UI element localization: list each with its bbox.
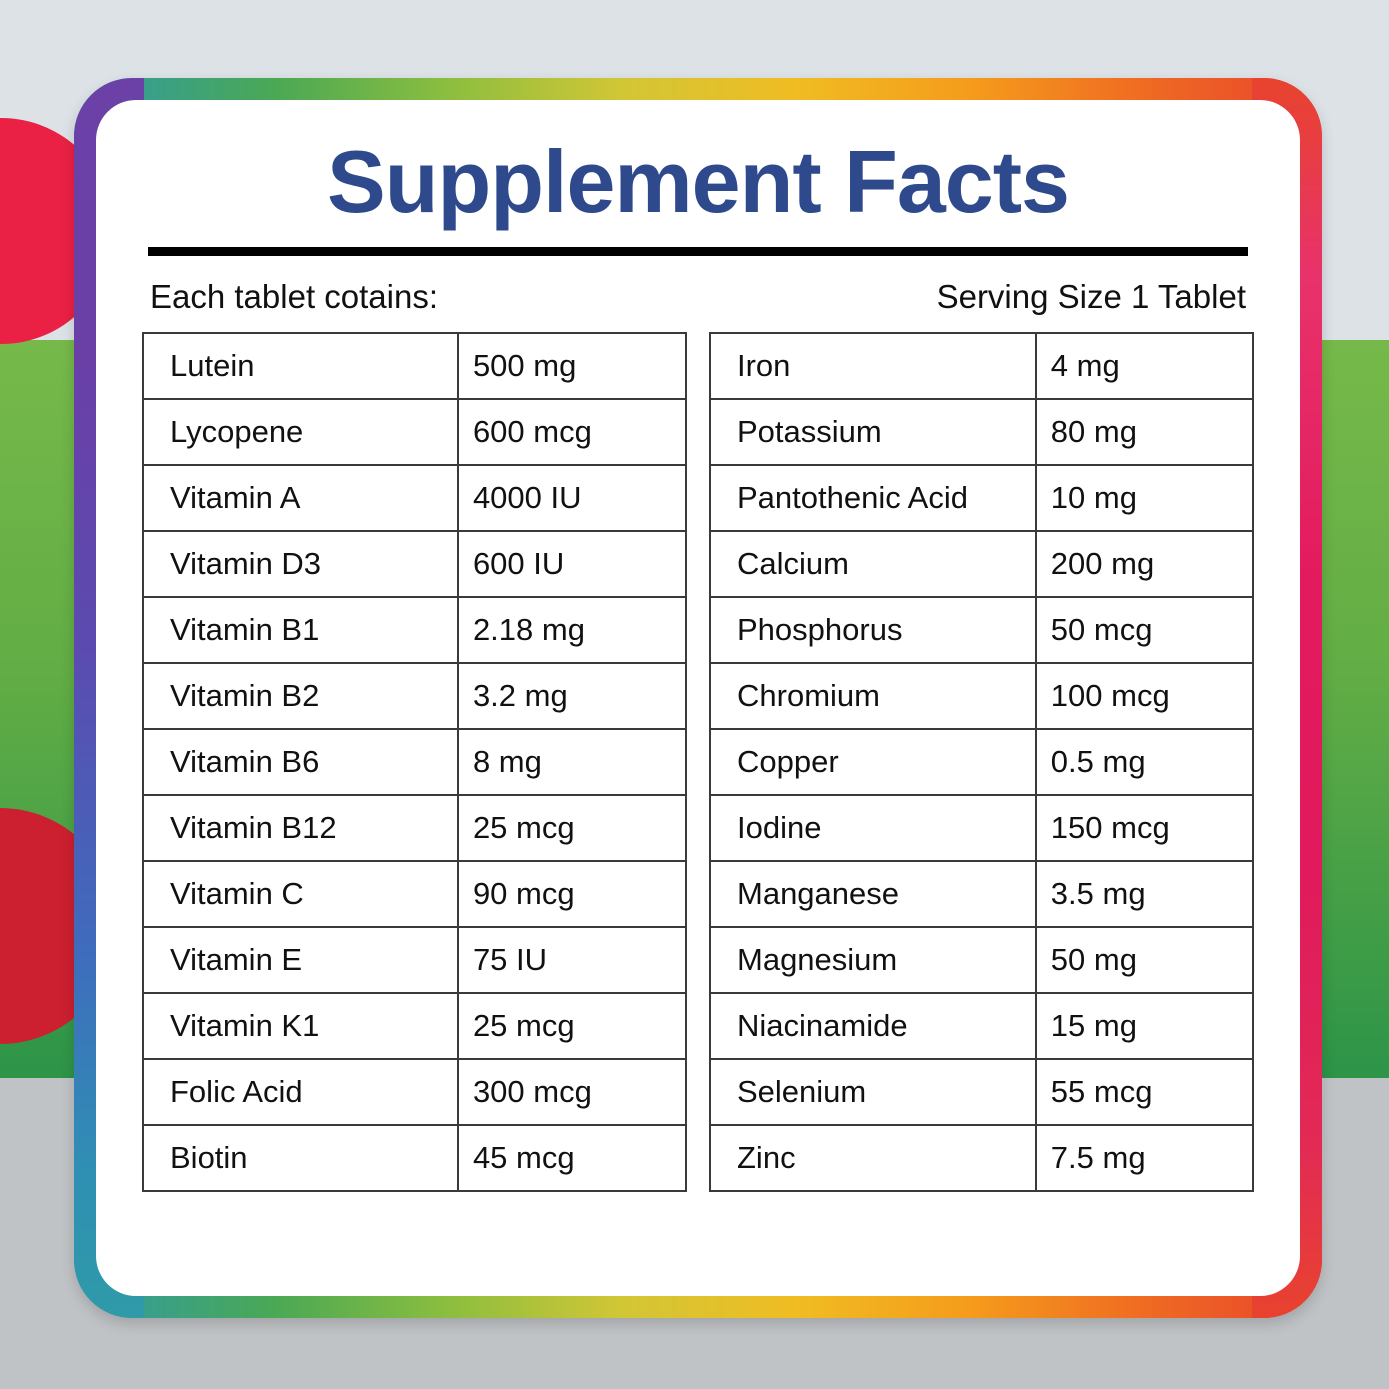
- ingredient-name: Vitamin C: [142, 860, 459, 929]
- ingredient-name: Pantothenic Acid: [709, 464, 1037, 533]
- ingredient-amount: 25 mcg: [456, 794, 688, 863]
- table-row: Phosphorus 50 mcg: [709, 596, 1255, 665]
- table-row: Zinc 7.5 mg: [709, 1124, 1255, 1193]
- ingredient-name: Vitamin B6: [142, 728, 459, 797]
- ingredient-name: Vitamin B12: [142, 794, 459, 863]
- ingredient-amount: 200 mg: [1034, 530, 1255, 599]
- table-row: Copper 0.5 mg: [709, 728, 1255, 797]
- ingredient-amount: 90 mcg: [456, 860, 688, 929]
- ingredient-amount: 10 mg: [1034, 464, 1255, 533]
- ingredient-name: Lycopene: [142, 398, 459, 467]
- ingredient-name: Folic Acid: [142, 1058, 459, 1127]
- ingredient-table-left: Lutein 500 mg Lycopene 600 mcg Vitamin A 4000…: [142, 332, 688, 1193]
- table-row: Folic Acid 300 mcg: [142, 1058, 688, 1127]
- ingredient-columns: Lutein 500 mg Lycopene 600 mcg Vitamin A 4000…: [142, 332, 1255, 1193]
- ingredient-name: Vitamin B2: [142, 662, 459, 731]
- table-row: Chromium 100 mcg: [709, 662, 1255, 731]
- ingredient-amount: 150 mcg: [1034, 794, 1255, 863]
- ingredient-name: Zinc: [709, 1124, 1037, 1193]
- table-row: Calcium 200 mg: [709, 530, 1255, 599]
- ingredient-amount: 4 mg: [1034, 332, 1255, 401]
- ingredient-name: Copper: [709, 728, 1037, 797]
- table-row: Selenium 55 mcg: [709, 1058, 1255, 1127]
- ingredient-name: Vitamin B1: [142, 596, 459, 665]
- ingredient-name: Vitamin E: [142, 926, 459, 995]
- ingredient-amount: 75 IU: [456, 926, 688, 995]
- ingredient-name: Vitamin K1: [142, 992, 459, 1061]
- ingredient-amount: 2.18 mg: [456, 596, 688, 665]
- page-title: Supplement Facts: [327, 132, 1070, 231]
- table-row: Biotin 45 mcg: [142, 1124, 688, 1193]
- table-row: Vitamin C 90 mcg: [142, 860, 688, 929]
- ingredient-table-right: Iron 4 mg Potassium 80 mg Pantothenic Acid 10…: [709, 332, 1255, 1193]
- ingredient-amount: 3.2 mg: [456, 662, 688, 731]
- ingredient-amount: 7.5 mg: [1034, 1124, 1255, 1193]
- ingredient-amount: 0.5 mg: [1034, 728, 1255, 797]
- ingredient-amount: 500 mg: [456, 332, 688, 401]
- table-row: Vitamin D3 600 IU: [142, 530, 688, 599]
- ingredient-name: Vitamin A: [142, 464, 459, 533]
- ingredient-amount: 25 mcg: [456, 992, 688, 1061]
- table-row: Pantothenic Acid 10 mg: [709, 464, 1255, 533]
- ingredient-amount: 55 mcg: [1034, 1058, 1255, 1127]
- table-row: Vitamin B6 8 mg: [142, 728, 688, 797]
- table-row: Magnesium 50 mg: [709, 926, 1255, 995]
- each-tablet-contains-label: Each tablet cotains:: [150, 278, 439, 316]
- ingredient-column-right: Iron 4 mg Potassium 80 mg Pantothenic Acid 10…: [709, 332, 1255, 1193]
- ingredient-name: Biotin: [142, 1124, 459, 1193]
- ingredient-name: Iodine: [709, 794, 1037, 863]
- table-row: Iron 4 mg: [709, 332, 1255, 401]
- table-row: Vitamin B2 3.2 mg: [142, 662, 688, 731]
- table-row: Iodine 150 mcg: [709, 794, 1255, 863]
- subheader: Each tablet cotains: Serving Size 1 Tabl…: [150, 278, 1246, 316]
- ingredient-name: Vitamin D3: [142, 530, 459, 599]
- ingredient-amount: 8 mg: [456, 728, 688, 797]
- ingredient-name: Phosphorus: [709, 596, 1037, 665]
- table-row: Vitamin B1 2.18 mg: [142, 596, 688, 665]
- table-row: Niacinamide 15 mg: [709, 992, 1255, 1061]
- ingredient-amount: 3.5 mg: [1034, 860, 1255, 929]
- ingredient-name: Lutein: [142, 332, 459, 401]
- ingredient-name: Selenium: [709, 1058, 1037, 1127]
- ingredient-name: Magnesium: [709, 926, 1037, 995]
- ingredient-name: Calcium: [709, 530, 1037, 599]
- ingredient-column-left: Lutein 500 mg Lycopene 600 mcg Vitamin A 4000…: [142, 332, 688, 1193]
- table-row: Lutein 500 mg: [142, 332, 688, 401]
- ingredient-amount: 15 mg: [1034, 992, 1255, 1061]
- rainbow-border-frame: Supplement Facts Each tablet cotains: Se…: [74, 78, 1322, 1318]
- ingredient-amount: 4000 IU: [456, 464, 688, 533]
- ingredient-amount: 100 mcg: [1034, 662, 1255, 731]
- table-row: Potassium 80 mg: [709, 398, 1255, 467]
- ingredient-amount: 80 mg: [1034, 398, 1255, 467]
- ingredient-name: Iron: [709, 332, 1037, 401]
- table-row: Vitamin B12 25 mcg: [142, 794, 688, 863]
- ingredient-name: Chromium: [709, 662, 1037, 731]
- ingredient-amount: 45 mcg: [456, 1124, 688, 1193]
- supplement-facts-card: Supplement Facts Each tablet cotains: Se…: [96, 100, 1300, 1296]
- ingredient-amount: 600 IU: [456, 530, 688, 599]
- ingredient-amount: 50 mcg: [1034, 596, 1255, 665]
- ingredient-name: Niacinamide: [709, 992, 1037, 1061]
- serving-size-label: Serving Size 1 Tablet: [936, 278, 1246, 316]
- ingredient-amount: 300 mcg: [456, 1058, 688, 1127]
- title-divider: [148, 247, 1248, 257]
- table-row: Vitamin K1 25 mcg: [142, 992, 688, 1061]
- ingredient-name: Potassium: [709, 398, 1037, 467]
- ingredient-amount: 50 mg: [1034, 926, 1255, 995]
- ingredient-name: Manganese: [709, 860, 1037, 929]
- ingredient-amount: 600 mcg: [456, 398, 688, 467]
- table-row: Manganese 3.5 mg: [709, 860, 1255, 929]
- table-row: Vitamin A 4000 IU: [142, 464, 688, 533]
- table-row: Vitamin E 75 IU: [142, 926, 688, 995]
- table-row: Lycopene 600 mcg: [142, 398, 688, 467]
